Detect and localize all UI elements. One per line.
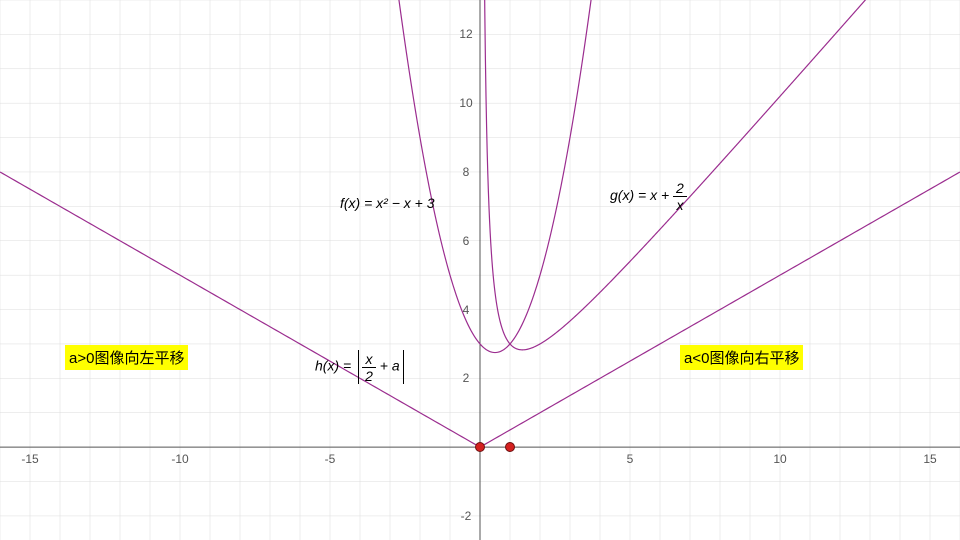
y-tick-label: 10: [459, 96, 472, 110]
marker-point: [475, 442, 485, 452]
x-tick-label: 5: [627, 452, 634, 466]
y-tick-label: 12: [459, 27, 472, 41]
right-highlight: a<0图像向右平移: [680, 345, 803, 370]
y-tick-label: 2: [463, 371, 470, 385]
y-tick-label: -2: [461, 509, 472, 523]
x-tick-label: -15: [21, 452, 38, 466]
h-frac-den: 2: [362, 368, 376, 384]
y-tick-label: 6: [463, 234, 470, 248]
h-label-prefix: h(x) =: [315, 358, 355, 374]
g-label-prefix: g(x) =: [610, 187, 650, 203]
f-label-body: x² − x + 3: [376, 195, 434, 211]
g-frac-num: 2: [673, 180, 687, 197]
g-frac-den: x: [673, 197, 687, 213]
x-tick-label: -5: [325, 452, 336, 466]
y-tick-label: 8: [463, 165, 470, 179]
left-highlight: a>0图像向左平移: [65, 345, 188, 370]
abs-bar-left: [358, 350, 359, 384]
h-label-frac: x2: [362, 351, 376, 384]
marker-point: [505, 442, 515, 452]
h-label: h(x) = x2 + a: [315, 350, 407, 384]
g-label-lead: x +: [650, 187, 673, 203]
g-label-frac: 2x: [673, 180, 687, 213]
h-frac-num: x: [362, 351, 376, 368]
f-label-prefix: f(x) =: [340, 195, 376, 211]
h-label-tail: + a: [376, 358, 400, 374]
x-tick-label: 15: [923, 452, 936, 466]
x-tick-label: 10: [773, 452, 786, 466]
y-tick-label: 4: [463, 303, 470, 317]
abs-bar-right: [403, 350, 404, 384]
f-label: f(x) = x² − x + 3: [340, 195, 435, 211]
g-label: g(x) = x + 2x: [610, 180, 687, 213]
x-tick-label: -10: [171, 452, 188, 466]
